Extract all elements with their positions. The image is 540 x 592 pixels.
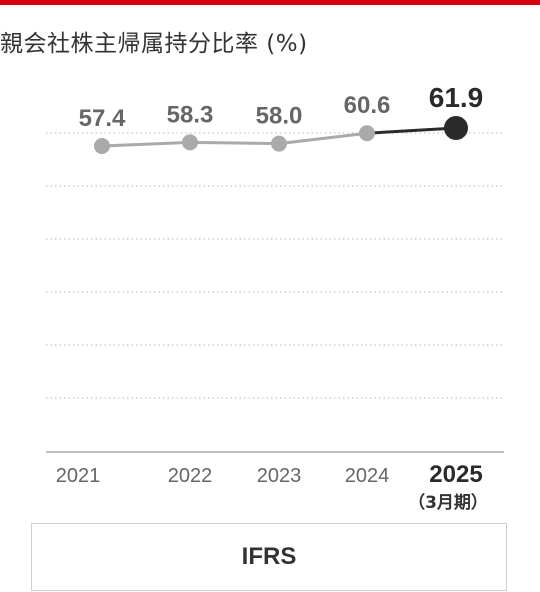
data-point-2021 <box>94 138 110 154</box>
data-label-2021: 57.4 <box>79 105 126 132</box>
data-label-2023: 58.0 <box>256 103 303 130</box>
series-line-segment-4 <box>366 126 457 135</box>
x-tick-label-2023: 2023 <box>257 465 302 487</box>
equity-ratio-line-chart: 57.4 58.3 58.0 60.6 61.9 2021 2022 2023 2024 2025… <box>46 82 504 513</box>
series-line-segment-1 <box>101 140 191 148</box>
x-tick-label-2024: 2024 <box>345 465 390 487</box>
data-point-2022 <box>182 134 198 151</box>
x-tick-note-2025: （3月期） <box>408 492 488 513</box>
x-tick-label-2022: 2022 <box>168 465 213 487</box>
accounting-standard-label: IFRS <box>31 523 507 591</box>
data-label-2022: 58.3 <box>167 101 214 128</box>
series-line-segment-2 <box>189 140 280 146</box>
x-tick-label-2021: 2021 <box>56 465 101 487</box>
data-point-2023 <box>271 135 287 152</box>
data-point-2025 <box>444 116 468 140</box>
x-tick-label-2025: 2025 <box>429 461 482 488</box>
data-point-2024 <box>359 125 375 142</box>
data-label-2024: 60.6 <box>344 92 391 119</box>
chart-title: 親会社株主帰属持分比率 (%) <box>0 31 308 57</box>
top-accent-rule <box>0 0 540 5</box>
data-label-2025: 61.9 <box>429 82 484 113</box>
series-line-segment-3 <box>278 131 368 146</box>
